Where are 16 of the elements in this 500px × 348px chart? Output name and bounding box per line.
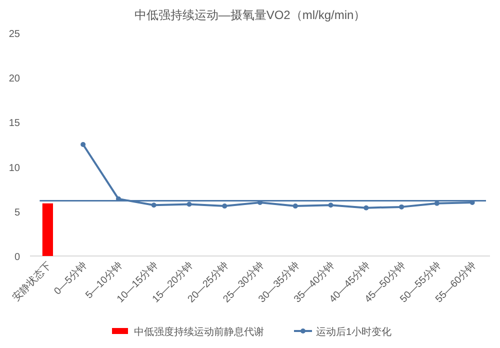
- y-tick-label: 5: [14, 207, 20, 218]
- y-tick-label: 10: [8, 162, 20, 174]
- point: [151, 202, 156, 208]
- y-tick-label: 25: [8, 29, 20, 40]
- point: [222, 204, 228, 209]
- y-tick-label: 20: [8, 74, 20, 85]
- legend-label: 运动后1小时变化: [316, 326, 392, 338]
- chart-title: 中低强持续运动—摄氧量VO2（ml/kg/min）: [134, 8, 366, 22]
- y-tick-label: 15: [8, 118, 20, 130]
- point: [292, 204, 298, 209]
- point: [364, 205, 369, 210]
- point: [80, 142, 86, 147]
- point: [328, 202, 334, 208]
- legend-label: 中低强度持续运动前静息代谢: [134, 326, 264, 338]
- point: [399, 204, 404, 210]
- point: [186, 202, 192, 207]
